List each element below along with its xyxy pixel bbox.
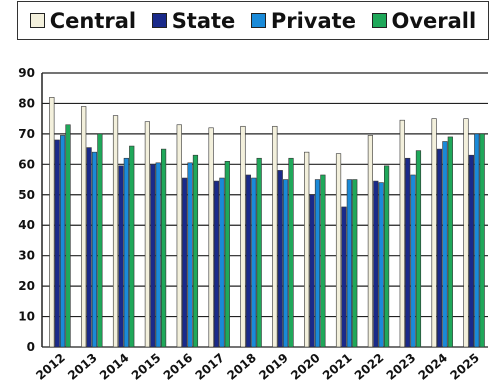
bar-central-2014 (112, 115, 119, 348)
y-tick-label: 30 (18, 249, 35, 263)
legend-item-overall: Overall (371, 8, 477, 33)
x-tick-label: 2020 (288, 351, 323, 383)
x-tick-label: 2013 (65, 351, 100, 383)
bar-state-2013 (86, 147, 92, 348)
x-tick-label: 2017 (193, 351, 228, 383)
x-tick-label: 2023 (384, 351, 419, 383)
bar-central-2024 (431, 118, 437, 348)
bar-central-2025 (463, 118, 469, 348)
bar-overall-2019 (288, 157, 294, 348)
x-tick-label: 2024 (416, 351, 451, 383)
bar-state-2019 (277, 170, 283, 348)
y-tick-label: 80 (18, 96, 35, 110)
bar-private-2023 (410, 174, 416, 348)
bar-central-2016 (176, 124, 182, 348)
legend-swatch-central (29, 13, 45, 28)
bar-central-2023 (399, 119, 405, 348)
bar-private-2012 (60, 135, 66, 348)
bar-central-2013 (81, 106, 87, 348)
legend-swatch-state (151, 13, 167, 28)
bar-overall-2024 (447, 136, 453, 348)
bar-central-2017 (208, 127, 214, 348)
bar-overall-2018 (256, 157, 262, 348)
bar-private-2019 (283, 179, 289, 348)
bar-state-2024 (436, 148, 443, 348)
bar-overall-2013 (97, 133, 103, 348)
bar-private-2021 (346, 179, 352, 348)
bar-private-2022 (378, 182, 384, 348)
bar-private-2024 (442, 141, 448, 348)
bar-state-2012 (54, 139, 60, 348)
x-tick-label: 2016 (161, 351, 196, 383)
bar-central-2012 (49, 97, 55, 348)
y-tick-label: 0 (27, 340, 35, 354)
bar-overall-2015 (161, 148, 167, 348)
legend-swatch-overall (371, 13, 387, 28)
bar-overall-2016 (192, 154, 199, 348)
bar-private-2018 (251, 177, 257, 348)
bar-private-2013 (91, 151, 98, 348)
bar-state-2017 (213, 180, 220, 348)
bar-central-2015 (144, 121, 151, 348)
x-tick-label: 2021 (320, 351, 355, 383)
y-tick-label: 10 (18, 310, 35, 324)
bar-central-2019 (272, 125, 278, 348)
bar-overall-2021 (352, 179, 358, 348)
legend-label-central: Central (49, 8, 137, 33)
bar-private-2017 (219, 177, 225, 348)
x-tick-label: 2025 (447, 351, 482, 383)
legend-label-state: State (171, 8, 236, 33)
bar-private-2025 (474, 133, 480, 348)
x-tick-label: 2012 (33, 351, 68, 383)
bar-central-2018 (240, 125, 246, 348)
y-tick-label: 70 (18, 127, 35, 141)
x-tick-label: 2015 (129, 351, 164, 383)
legend-item-central: Central (29, 8, 137, 33)
bar-private-2014 (123, 157, 129, 348)
bar-state-2023 (405, 157, 411, 348)
legend-swatch-private (250, 13, 266, 28)
bar-central-2020 (304, 151, 310, 348)
legend-label-overall: Overall (391, 8, 477, 33)
y-tick-label: 40 (18, 218, 35, 232)
bar-central-2021 (335, 153, 342, 348)
x-tick-label: 2014 (97, 351, 132, 383)
bar-state-2020 (309, 194, 315, 348)
bar-state-2018 (245, 174, 251, 348)
bar-overall-2017 (224, 160, 230, 348)
bar-overall-2012 (65, 124, 71, 348)
y-tick-label: 20 (18, 279, 35, 293)
bar-overall-2025 (479, 133, 485, 348)
bar-private-2016 (187, 162, 193, 348)
bar-chart: 0102030405060708090201220132014201520162… (18, 66, 488, 383)
bar-private-2020 (314, 179, 321, 348)
x-tick-label: 2022 (352, 351, 387, 383)
bar-overall-2014 (129, 145, 135, 348)
x-tick-label: 2019 (256, 351, 291, 383)
bar-overall-2020 (320, 174, 326, 348)
bar-state-2014 (118, 165, 124, 348)
bar-state-2022 (373, 180, 379, 348)
legend-item-private: Private (250, 8, 356, 33)
legend: Central State Private Overall (17, 1, 489, 40)
bar-overall-2022 (383, 165, 390, 348)
bar-state-2015 (150, 164, 156, 348)
x-tick-label: 2018 (224, 351, 259, 383)
bar-state-2025 (468, 154, 474, 348)
bar-private-2015 (155, 162, 161, 348)
y-tick-label: 60 (18, 157, 35, 171)
bar-state-2021 (341, 206, 347, 348)
bar-overall-2023 (415, 150, 422, 348)
y-tick-label: 90 (18, 66, 35, 80)
bar-state-2016 (182, 177, 188, 348)
y-tick-label: 50 (18, 188, 35, 202)
legend-item-state: State (151, 8, 236, 33)
legend-label-private: Private (270, 8, 356, 33)
bar-central-2022 (367, 135, 374, 348)
